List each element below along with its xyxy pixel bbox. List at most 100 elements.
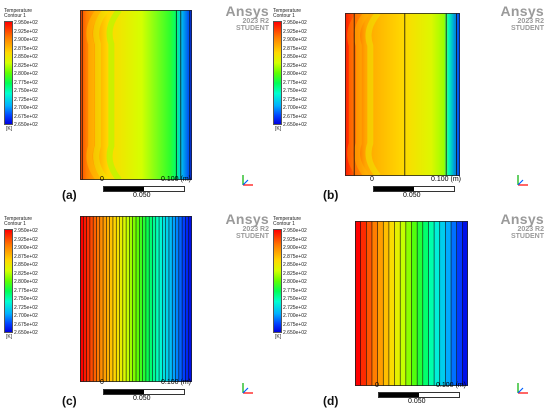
temperature-band xyxy=(149,216,153,382)
temperature-field xyxy=(345,13,460,176)
temperature-band xyxy=(83,216,88,382)
contour-plot[interactable] xyxy=(80,216,192,382)
legend-unit: [K] xyxy=(275,126,282,132)
temperature-field xyxy=(80,216,192,382)
panel-label: (b) xyxy=(323,188,339,202)
contour-plot[interactable] xyxy=(80,10,192,180)
temperature-band xyxy=(99,216,104,382)
legend-title: Temperature xyxy=(4,216,33,222)
temperature-gradient xyxy=(345,13,460,176)
temperature-band xyxy=(132,216,137,382)
legend-ticks: 2.950e+02 2.925e+02 2.900e+02 2.875e+02 2.85… xyxy=(14,227,78,338)
temperature-band xyxy=(86,216,91,382)
panel-label: (d) xyxy=(323,394,339,408)
legend-title: Temperature xyxy=(273,8,302,14)
isotherm xyxy=(106,10,122,180)
temperature-band xyxy=(136,216,140,382)
temperature-band xyxy=(159,216,163,382)
domain-border xyxy=(80,10,192,180)
panel-d: Temperature Contour 1 2.950e+02 2.925e+02… xyxy=(273,208,550,415)
legend-tick: 2.725e+02 xyxy=(14,304,38,311)
legend-tick: 2.700e+02 xyxy=(14,313,38,319)
temperature-band xyxy=(185,216,190,382)
color-bar xyxy=(273,21,282,125)
temperature-band xyxy=(355,221,362,386)
axis-triad-icon xyxy=(515,380,531,396)
axis-line xyxy=(242,387,249,394)
scale-bar: 0 0.100 (m) 0.050 xyxy=(100,176,191,199)
legend-ticks: 2.950e+02 2.925e+02 2.900e+02 2.875e+02 2.85… xyxy=(283,19,347,130)
axis-line xyxy=(242,179,249,186)
temperature-band xyxy=(428,221,435,386)
temperature-band xyxy=(388,221,396,386)
legend-tick: 2.775e+02 xyxy=(14,79,38,86)
legend-tick: 2.900e+02 xyxy=(14,37,38,43)
legend-subtitle: Contour 1 xyxy=(4,221,26,227)
color-bar xyxy=(4,21,13,125)
temperature-band xyxy=(400,221,407,386)
legend-tick: 2.825e+02 xyxy=(14,270,38,277)
legend-tick: 2.925e+02 xyxy=(14,28,38,35)
axis-line xyxy=(517,179,524,186)
ansys-logo: Ansys 2023 R2 STUDENT xyxy=(225,3,269,32)
temperature-band xyxy=(155,216,160,382)
temperature-band xyxy=(405,221,412,386)
scale-bar: 0 0.100 (m) 0.050 xyxy=(100,379,191,402)
temperature-band xyxy=(119,216,124,382)
legend-tick: 2.775e+02 xyxy=(14,287,38,294)
temperature-band xyxy=(129,216,134,382)
legend-tick: 2.800e+02 xyxy=(283,71,307,77)
legend-tick: 2.775e+02 xyxy=(283,287,307,294)
isotherm xyxy=(365,13,381,176)
legend-tick: 2.925e+02 xyxy=(14,236,38,243)
legend-tick: 2.800e+02 xyxy=(283,279,307,285)
axis-triad-icon xyxy=(240,172,256,188)
temperature-band xyxy=(422,221,429,386)
temperature-band xyxy=(139,216,144,382)
legend-tick: 2.875e+02 xyxy=(283,45,307,52)
domain-border xyxy=(355,221,468,386)
contour-plot[interactable] xyxy=(355,221,468,386)
temperature-band xyxy=(109,216,114,382)
temperature-band xyxy=(80,216,84,382)
legend-tick: 2.650e+02 xyxy=(283,330,307,336)
temperature-band xyxy=(165,216,170,382)
temperature-band xyxy=(162,216,167,382)
temperature-band xyxy=(142,216,147,382)
legend-tick: 2.900e+02 xyxy=(283,245,307,251)
legend-tick: 2.700e+02 xyxy=(283,105,307,111)
legend-title: Temperature xyxy=(273,216,302,222)
legend: Temperature Contour 1 2.950e+02 2.925e+02… xyxy=(4,216,80,340)
ansys-logo: Ansys 2023 R2 STUDENT xyxy=(225,211,269,240)
temperature-band xyxy=(89,216,94,382)
legend-tick: 2.650e+02 xyxy=(14,330,38,336)
temperature-band xyxy=(451,221,458,386)
legend-tick: 2.825e+02 xyxy=(283,270,307,277)
contour-plot[interactable] xyxy=(345,13,460,176)
legend-tick: 2.825e+02 xyxy=(283,62,307,69)
legend: Temperature Contour 1 2.950e+02 2.925e+02… xyxy=(4,9,80,132)
legend-tick: 2.875e+02 xyxy=(14,45,38,52)
temperature-band xyxy=(175,216,180,382)
domain-border xyxy=(345,13,460,176)
isotherm xyxy=(347,13,363,176)
temperature-band xyxy=(152,216,157,382)
legend-tick: 2.725e+02 xyxy=(14,96,38,103)
legend-tick: 2.675e+02 xyxy=(14,113,38,120)
legend-tick: 2.750e+02 xyxy=(14,88,38,94)
temperature-band xyxy=(116,216,121,382)
legend-tick: 2.675e+02 xyxy=(283,113,307,120)
legend-tick: 2.675e+02 xyxy=(283,321,307,328)
legend-tick: 2.700e+02 xyxy=(283,313,307,319)
panel-c: Temperature Contour 1 2.950e+02 2.925e+02… xyxy=(0,208,275,415)
panel-label: (a) xyxy=(62,188,77,202)
legend-tick: 2.875e+02 xyxy=(283,253,307,260)
legend-ticks: 2.950e+02 2.925e+02 2.900e+02 2.875e+02 2.85… xyxy=(14,19,78,130)
temperature-band xyxy=(96,216,101,382)
temperature-band xyxy=(377,221,384,386)
legend-tick: 2.925e+02 xyxy=(283,236,307,243)
scale-bar: 0 0.100 (m) 0.050 xyxy=(375,382,466,405)
panel-b: Temperature Contour 1 2.950e+02 2.925e+02… xyxy=(273,0,550,207)
legend-tick: 2.650e+02 xyxy=(14,122,38,128)
legend-tick: 2.800e+02 xyxy=(14,279,38,285)
